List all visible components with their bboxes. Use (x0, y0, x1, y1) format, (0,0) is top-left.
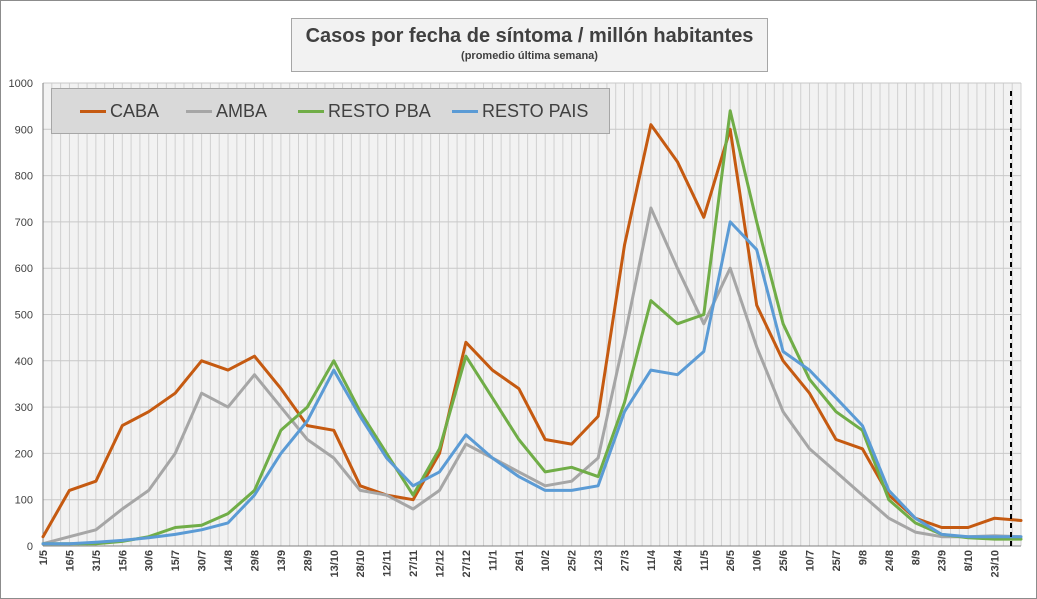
x-tick-label: 10/2 (540, 550, 552, 571)
x-tick-label: 11/1 (487, 550, 499, 571)
y-tick-label: 800 (15, 171, 33, 183)
y-tick-label: 600 (15, 263, 33, 275)
chart-subtitle: (promedio última semana) (461, 50, 598, 62)
x-tick-label: 8/9 (910, 550, 922, 565)
x-tick-label: 28/10 (355, 550, 367, 578)
x-tick-label: 30/7 (197, 550, 209, 571)
x-tick-label: 1/5 (38, 550, 50, 565)
x-tick-label: 26/4 (672, 549, 684, 571)
x-tick-label: 15/6 (117, 550, 129, 571)
x-tick-label: 16/5 (64, 550, 76, 571)
legend-swatch-caba (80, 109, 106, 113)
x-tick-label: 25/2 (567, 550, 579, 571)
x-tick-label: 27/11 (408, 550, 420, 577)
y-tick-label: 900 (15, 124, 33, 136)
series-line-resto-pais (41, 220, 1023, 546)
y-tick-label: 100 (15, 495, 33, 507)
legend-swatch-resto-pais (452, 109, 478, 113)
y-tick-label: 700 (15, 217, 33, 229)
y-tick-label: 400 (15, 356, 33, 368)
x-tick-label: 31/5 (91, 550, 103, 571)
title-box: Casos por fecha de síntoma / millón habi… (291, 18, 768, 72)
legend-item-caba: CABA (80, 89, 159, 133)
x-tick-label: 9/8 (857, 550, 869, 565)
x-tick-label: 25/6 (778, 550, 790, 571)
legend-swatch-resto-pba (298, 109, 324, 113)
x-tick-label: 28/9 (302, 550, 314, 571)
x-tick-label: 13/10 (329, 550, 341, 578)
legend-label-resto-pais: RESTO PAIS (482, 100, 589, 121)
x-tick-label: 11/4 (646, 549, 658, 571)
series-line-amba (41, 206, 1023, 546)
x-tick-label: 24/8 (884, 550, 896, 571)
y-tick-label: 500 (15, 310, 33, 322)
y-tick-label: 1000 (9, 78, 33, 90)
x-tick-label: 15/7 (170, 550, 182, 571)
y-tick-label: 300 (15, 402, 33, 414)
legend-swatch-amba (186, 109, 212, 113)
series-line-caba (41, 123, 1023, 539)
x-tick-label: 12/11 (382, 550, 394, 577)
legend-item-amba: AMBA (186, 89, 267, 133)
x-tick-label: 30/6 (144, 550, 156, 571)
x-tick-label: 27/12 (461, 550, 473, 578)
x-tick-label: 10/7 (805, 550, 817, 571)
legend: CABA AMBA RESTO PBA RESTO PAIS (51, 88, 610, 134)
x-tick-label: 13/9 (276, 550, 288, 571)
y-tick-label: 200 (15, 448, 33, 460)
legend-label-caba: CABA (110, 100, 160, 121)
x-tick-label: 12/12 (434, 550, 446, 578)
x-tick-label: 26/1 (514, 550, 526, 571)
legend-item-resto-pba: RESTO PBA (298, 89, 431, 133)
x-tick-label: 14/8 (223, 550, 235, 571)
x-tick-label: 26/5 (725, 550, 737, 571)
legend-label-amba: AMBA (216, 100, 268, 121)
x-tick-label: 23/9 (937, 550, 949, 571)
x-tick-label: 11/5 (699, 550, 711, 571)
x-tick-label: 25/7 (831, 550, 843, 571)
x-tick-label: 12/3 (593, 550, 605, 571)
x-tick-label: 23/10 (990, 550, 1002, 578)
chart-title: Casos por fecha de síntoma / millón habi… (305, 25, 754, 47)
legend-label-resto-pba: RESTO PBA (328, 100, 431, 121)
y-tick-label: 0 (27, 541, 33, 553)
x-tick-label: 29/8 (249, 550, 261, 571)
series-line-resto-pba (41, 109, 1023, 546)
x-tick-label: 27/3 (620, 550, 632, 571)
legend-item-resto-pais: RESTO PAIS (452, 89, 588, 133)
x-tick-label: 10/6 (752, 550, 764, 571)
x-tick-label: 8/10 (963, 550, 975, 571)
